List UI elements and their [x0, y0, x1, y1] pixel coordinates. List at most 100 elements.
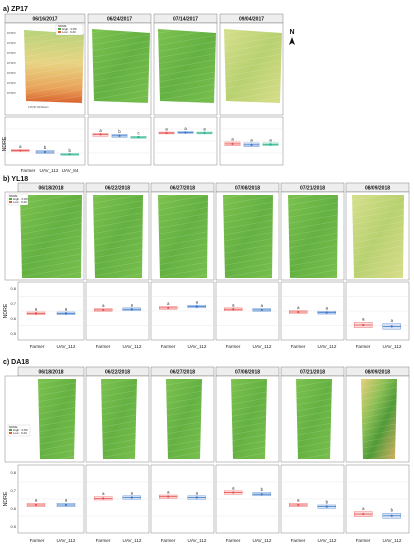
- category-label: UAV_112: [318, 344, 337, 349]
- data-point: [260, 493, 263, 496]
- legend-high: High : 0.80: [62, 27, 77, 31]
- y-tick-label: 0.7: [10, 488, 16, 493]
- data-point: [297, 310, 300, 314]
- date-header: 08/09/2018: [365, 186, 390, 192]
- date-header: 06/22/2018: [105, 370, 130, 376]
- significance-letter: a: [231, 136, 234, 141]
- data-point: [390, 325, 393, 328]
- section-c-date-headers: 06/18/2018 06/22/2018 06/27/2018 07/08/2…: [17, 366, 410, 377]
- svg-text:40°59'N: 40°59'N: [7, 52, 16, 55]
- legend-title: NDRE: [9, 194, 18, 198]
- svg-text:40°59'N: 40°59'N: [7, 82, 16, 85]
- significance-letter: b: [68, 148, 71, 153]
- y-axis-label: NDRE: [3, 491, 9, 506]
- svg-text:40°59'N: 40°59'N: [7, 32, 16, 35]
- data-point: [269, 143, 272, 146]
- category-label: Farmer: [21, 168, 36, 173]
- section-b-category-labels: Farmer UAV_112 Farmer UAV_112 Farmer UAV…: [30, 344, 402, 349]
- section-b-yticks: 0.8 0.7 0.6 0.5: [10, 286, 16, 336]
- category-label: UAV_112: [253, 344, 272, 349]
- category-label: Farmer: [291, 344, 306, 349]
- y-tick-label: 0.7: [10, 301, 16, 306]
- date-header: 06/18/2018: [38, 186, 63, 192]
- data-point: [137, 136, 140, 139]
- field-map-overlay: [20, 195, 82, 278]
- data-point: [34, 503, 38, 507]
- data-point: [118, 134, 121, 137]
- category-label: UAV_84: [62, 168, 79, 173]
- data-point: [362, 323, 365, 327]
- significance-letter: a: [232, 485, 235, 490]
- field-map-overlay: [231, 379, 267, 459]
- north-arrow-icon: N: [289, 29, 295, 45]
- data-point: [203, 131, 206, 135]
- legend-low: Low : 0.20: [62, 30, 76, 34]
- significance-letter: a: [250, 137, 253, 142]
- field-map-overlay: [288, 195, 338, 278]
- category-label: Farmer: [226, 538, 241, 543]
- data-point: [64, 312, 68, 315]
- date-header: 07/08/2018: [235, 186, 260, 192]
- significance-letter: a: [297, 305, 300, 310]
- category-label: UAV_112: [253, 538, 272, 543]
- significance-letter: a: [326, 306, 329, 311]
- svg-text:40°59'N: 40°59'N: [7, 62, 16, 65]
- field-map-overlay: [361, 379, 397, 459]
- map-legend: NDRE High : 0.80 Low : 0.20: [7, 193, 29, 206]
- field-map-overlay: [223, 195, 273, 278]
- data-point: [325, 311, 328, 314]
- category-label: Farmer: [161, 344, 176, 349]
- date-header: 06/27/2018: [170, 186, 195, 192]
- significance-letter: a: [65, 498, 68, 503]
- field-map-overlay: [38, 379, 76, 459]
- category-label: UAV_112: [188, 538, 207, 543]
- significance-letter: b: [261, 487, 264, 492]
- data-point: [99, 133, 102, 136]
- significance-letter: a: [35, 306, 38, 311]
- section-c-yticks: 0.8 0.7 0.6 0.5: [10, 470, 16, 529]
- svg-text:40°59'N: 40°59'N: [7, 42, 16, 45]
- category-label: Farmer: [291, 538, 306, 543]
- svg-text:40°59'N: 40°59'N: [7, 92, 16, 95]
- data-point: [130, 308, 133, 311]
- significance-letter: a: [196, 300, 199, 305]
- field-map-overlay: [296, 379, 332, 459]
- significance-letter: a: [232, 302, 235, 307]
- significance-letter: a: [19, 144, 22, 149]
- significance-letter: a: [102, 491, 105, 496]
- significance-letter: a: [131, 302, 134, 307]
- significance-letter: a: [269, 137, 272, 142]
- field-map-overlay: [92, 29, 150, 103]
- section-b-date-headers: 06/18/2018 06/22/2018 06/27/2018 07/08/2…: [17, 182, 410, 193]
- significance-letter: a: [165, 126, 168, 131]
- data-point: [325, 505, 328, 508]
- y-axis-label: NDRE: [3, 303, 9, 318]
- data-point: [362, 512, 365, 516]
- field-map-overlay: [93, 195, 143, 278]
- category-label: UAV_112: [57, 538, 76, 543]
- data-point: [297, 503, 300, 507]
- category-label: UAV_112: [123, 344, 142, 349]
- significance-letter: b: [44, 145, 47, 150]
- y-tick-label: 0.6: [10, 506, 16, 511]
- data-point: [64, 503, 68, 507]
- data-point: [102, 308, 105, 312]
- scale-bar: 0 25 50 100 Meters: [28, 106, 49, 109]
- category-label: Farmer: [226, 344, 241, 349]
- section-c-category-labels: Farmer UAV_112 Farmer UAV_112 Farmer UAV…: [30, 538, 402, 543]
- date-header: 06/18/2018: [38, 370, 63, 376]
- category-label: UAV_112: [188, 344, 207, 349]
- y-axis-label: NDRE: [2, 136, 8, 151]
- date-header: 07/08/2018: [235, 370, 260, 376]
- significance-letter: a: [167, 489, 170, 494]
- significance-letter: c: [137, 131, 139, 136]
- date-header: 06/27/2018: [170, 370, 195, 376]
- significance-letter: a: [362, 506, 365, 511]
- data-point: [167, 306, 170, 309]
- map-coordinates: 40°59'N 40°59'N 40°59'N 40°59'N 40°59'N 40°…: [7, 32, 16, 95]
- north-label: N: [289, 29, 294, 36]
- date-header: 09/04/2017: [239, 17, 264, 23]
- data-point: [195, 496, 198, 499]
- category-label: UAV_112: [318, 538, 337, 543]
